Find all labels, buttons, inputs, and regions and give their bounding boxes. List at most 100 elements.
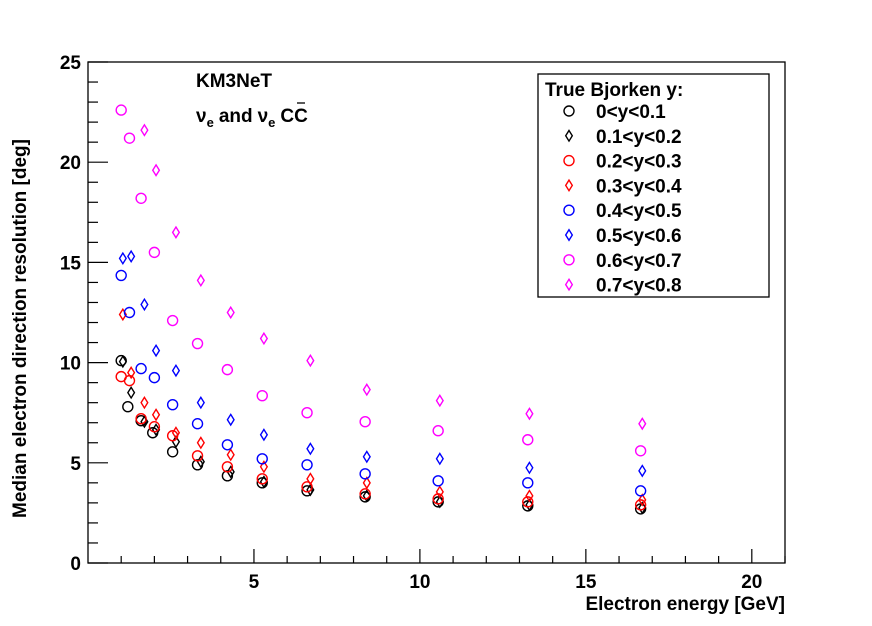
data-point-diamond [259, 475, 269, 489]
y-tick-label: 25 [60, 53, 82, 74]
data-point-diamond [362, 383, 371, 397]
y-tick-label: 15 [60, 253, 82, 274]
data-point-diamond [171, 426, 181, 440]
data-point-diamond [435, 394, 444, 408]
data-point-circle [301, 407, 313, 419]
data-point-diamond [171, 225, 181, 239]
data-point-circle [634, 445, 647, 457]
axis-tick-labels: 5 10 15 20 0 5 10 15 20 25 [60, 53, 763, 593]
data-point-diamond [151, 343, 161, 358]
channel-label: νe and νe CC [196, 106, 308, 130]
data-point-circle [256, 473, 268, 485]
data-point-diamond [259, 331, 269, 346]
data-point-diamond [525, 489, 534, 503]
legend-marker [564, 178, 574, 193]
data-point-diamond [226, 305, 235, 320]
data-point-circle [221, 439, 234, 451]
x-tick-label: 20 [741, 572, 762, 593]
legend-entry-label: 0.7<y<0.8 [596, 276, 682, 297]
data-point-circle [432, 425, 444, 437]
channel-and: and [219, 106, 253, 127]
experiment-label: KM3NeT [196, 71, 272, 92]
data-point-diamond [151, 408, 161, 422]
data-point-circle [123, 132, 136, 144]
data-point-circle [166, 446, 179, 458]
data-point-circle [148, 371, 161, 384]
legend-entry-label: 0.6<y<0.7 [596, 251, 682, 272]
data-point-circle [135, 192, 147, 204]
data-point-circle [191, 418, 204, 430]
series-0.7-y-0.8 [140, 123, 647, 431]
x-tick-label: 15 [575, 572, 597, 593]
data-point-diamond [171, 363, 181, 378]
data-point-diamond [259, 460, 269, 474]
series-0.4-y-0.5 [115, 269, 647, 497]
data-point-diamond [127, 365, 136, 380]
data-point-diamond [140, 396, 149, 410]
data-point-diamond [306, 353, 315, 368]
data-point-diamond [525, 498, 534, 512]
data-point-diamond [638, 417, 647, 431]
data-point-circle [634, 485, 647, 497]
data-point-diamond [127, 386, 136, 400]
data-point-diamond [525, 461, 534, 475]
legend-marker [564, 228, 574, 242]
data-point-diamond [151, 423, 161, 437]
series-0.1-y-0.2 [118, 354, 647, 515]
data-point-circle [115, 269, 127, 282]
data-points [115, 104, 647, 515]
data-point-circle [123, 306, 136, 319]
legend-entry-label: 0.2<y<0.3 [596, 152, 682, 173]
data-point-diamond [638, 493, 647, 507]
data-point-diamond [226, 413, 235, 427]
data-point-diamond [435, 495, 444, 509]
legend-marker [563, 254, 575, 266]
legend-marker [563, 204, 575, 216]
axis-ticks [88, 61, 786, 564]
x-tick-label: 5 [249, 572, 260, 593]
data-point-circle [115, 104, 127, 116]
y-tick-label: 0 [70, 554, 81, 575]
data-point-circle [148, 421, 161, 433]
legend: True Bjorken y: 0<y<0.1 0.1<y<0.2 0.2<y<0.… [537, 73, 770, 298]
data-point-diamond [196, 436, 205, 450]
data-point-diamond [362, 476, 371, 490]
data-point-circle [221, 461, 234, 473]
data-point-circle [359, 468, 371, 480]
data-point-circle [301, 481, 313, 493]
data-point-diamond [435, 452, 444, 466]
data-point-diamond [118, 251, 127, 266]
data-point-circle [301, 459, 313, 471]
x-axis-title: Electron energy [GeV] [585, 594, 785, 615]
y-tick-label: 20 [60, 153, 81, 174]
data-point-diamond [196, 273, 205, 288]
data-point-circle [522, 434, 534, 446]
data-point-circle [522, 496, 534, 508]
data-point-circle [301, 485, 313, 497]
data-point-circle [359, 488, 371, 500]
legend-entry-label: 0.1<y<0.2 [596, 127, 682, 148]
data-point-circle [221, 363, 234, 376]
data-point-diamond [127, 249, 136, 264]
channel-nu: ν [196, 106, 207, 127]
data-point-diamond [259, 428, 269, 442]
data-point-diamond [226, 465, 235, 479]
data-point-circle [191, 337, 204, 350]
data-point-diamond [306, 442, 315, 456]
data-point-circle [135, 362, 147, 375]
data-point-diamond [525, 407, 534, 421]
channel-cc: CC [280, 106, 308, 127]
y-tick-label: 10 [60, 354, 81, 375]
legend-marker [564, 129, 574, 143]
data-point-circle [432, 475, 444, 487]
data-point-circle [166, 398, 179, 411]
series-0-y-0.1 [115, 354, 647, 515]
data-point-diamond [362, 489, 371, 503]
x-tick-label: 10 [409, 572, 430, 593]
legend-box [537, 73, 770, 298]
series-0.2-y-0.3 [115, 370, 647, 511]
legend-entry-label: 0.4<y<0.5 [596, 201, 682, 222]
data-point-diamond [140, 123, 149, 137]
data-point-circle [256, 389, 268, 402]
